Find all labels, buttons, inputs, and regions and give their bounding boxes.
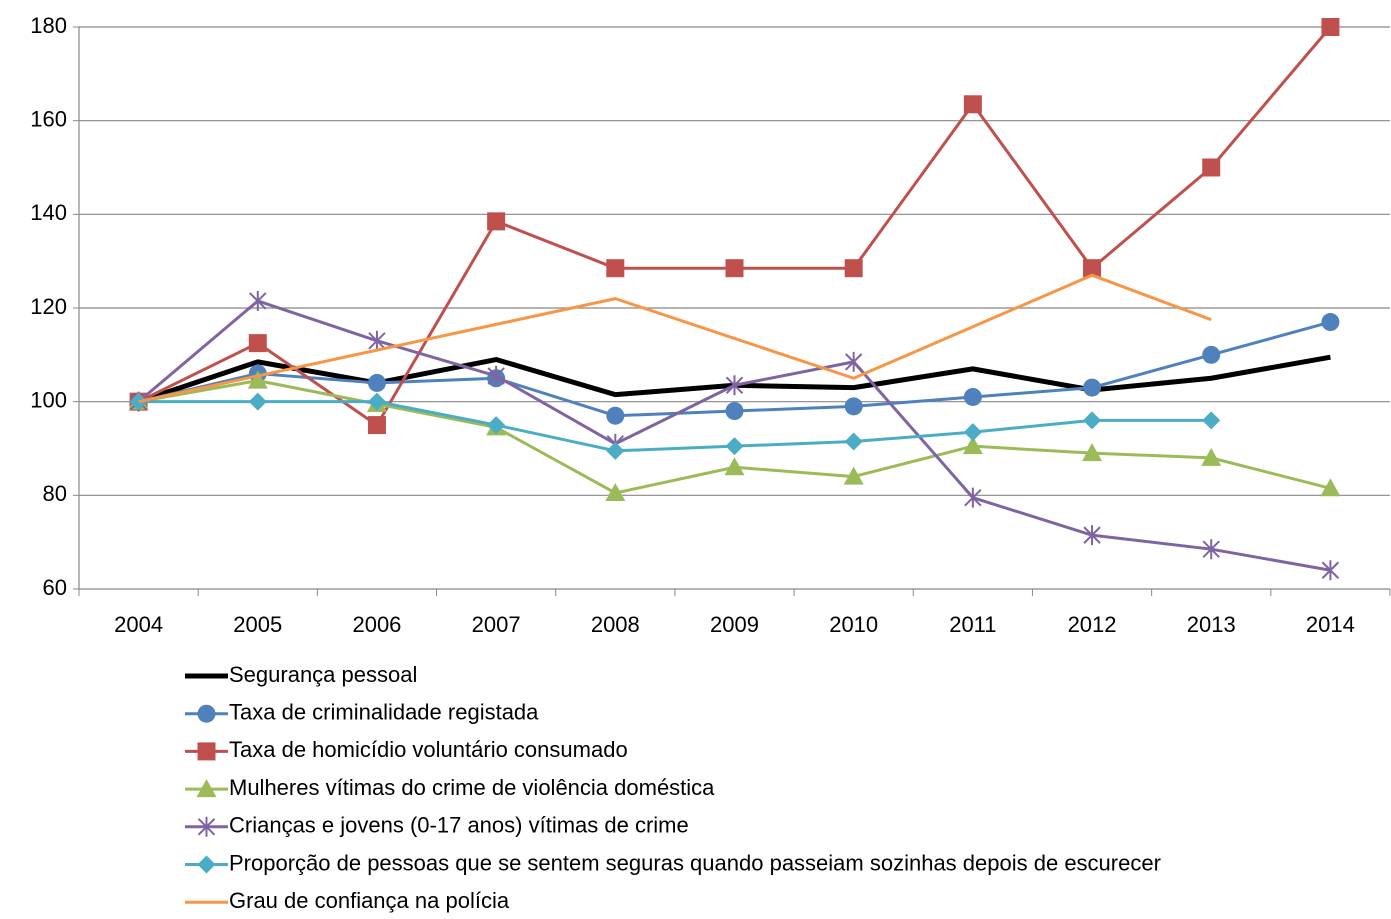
marker (197, 704, 216, 723)
marker (1083, 378, 1102, 397)
marker (1202, 411, 1221, 430)
marker (844, 259, 863, 278)
marker (197, 742, 216, 761)
marker (248, 334, 267, 353)
series-line (137, 299, 1331, 572)
y-tick-label: 160 (30, 106, 67, 131)
marker (962, 436, 983, 455)
y-tick-label: 100 (30, 387, 67, 412)
legend-label: Mulheres vítimas do crime de violência d… (229, 775, 715, 800)
marker (197, 855, 216, 874)
marker (1201, 447, 1222, 466)
marker (247, 370, 268, 389)
legend-label: Taxa de criminalidade registada (229, 700, 539, 725)
marker (1320, 478, 1341, 497)
y-tick-label: 80 (43, 481, 67, 506)
marker (367, 373, 386, 392)
x-tick-label: 2012 (1068, 612, 1117, 637)
x-tick-label: 2007 (472, 612, 521, 637)
marker (196, 779, 217, 798)
legend-label: Crianças e jovens (0-17 anos) vítimas de… (229, 813, 689, 838)
marker (963, 95, 982, 114)
x-tick-label: 2008 (591, 612, 640, 637)
marker (963, 423, 982, 442)
marker (725, 402, 744, 421)
marker (963, 387, 982, 406)
y-tick-label: 120 (30, 294, 67, 319)
marker (1321, 313, 1340, 332)
marker (606, 259, 625, 278)
marker (249, 290, 267, 311)
legend-label: Segurança pessoal (229, 662, 417, 687)
series-line (138, 379, 1331, 495)
marker (964, 487, 982, 508)
marker (1321, 18, 1340, 36)
marker (606, 441, 625, 460)
series-line (138, 400, 1212, 453)
marker (1083, 259, 1102, 278)
marker (367, 392, 386, 411)
marker (1202, 539, 1220, 560)
marker (844, 432, 863, 451)
series-line (137, 26, 1332, 427)
marker (368, 330, 386, 351)
y-tick-label: 180 (30, 13, 67, 38)
marker (844, 397, 863, 416)
x-tick-label: 2014 (1306, 612, 1355, 637)
marker (487, 365, 505, 386)
x-tick-label: 2004 (114, 612, 163, 637)
marker (487, 212, 506, 231)
marker (843, 466, 864, 485)
x-tick-label: 2013 (1187, 612, 1236, 637)
marker (1321, 560, 1340, 581)
series-line (138, 273, 1212, 404)
x-tick-label: 2009 (710, 612, 759, 637)
x-tick-label: 2011 (949, 612, 996, 637)
marker (1083, 411, 1102, 430)
marker (725, 259, 744, 278)
marker (1083, 525, 1101, 546)
y-tick-label: 140 (30, 200, 67, 225)
y-tick-label: 60 (43, 575, 67, 600)
marker (605, 482, 626, 501)
marker (1202, 345, 1221, 364)
legend-label: Proporção de pessoas que se sentem segur… (229, 850, 1161, 875)
legend-label: Taxa de homicídio voluntário consumado (229, 737, 628, 762)
x-tick-label: 2010 (829, 612, 878, 637)
marker (197, 816, 216, 837)
marker (606, 406, 625, 425)
marker (724, 457, 745, 476)
x-tick-label: 2005 (233, 612, 282, 637)
marker (367, 416, 386, 435)
marker (1202, 158, 1221, 177)
marker (487, 416, 506, 435)
marker (725, 437, 744, 456)
marker (1082, 443, 1103, 462)
legend-label: Grau de confiança na polícia (229, 888, 510, 913)
marker (844, 351, 863, 372)
x-tick-label: 2006 (352, 612, 401, 637)
marker (248, 392, 267, 411)
marker (725, 375, 744, 396)
